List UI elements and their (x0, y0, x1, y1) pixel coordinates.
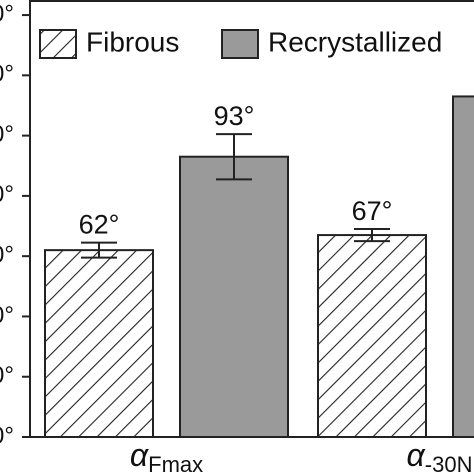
error-bar (216, 133, 252, 181)
error-bar (81, 241, 117, 259)
legend-swatch (39, 29, 77, 59)
y-tick-label: 100° (0, 121, 14, 148)
y-tick-label: 20° (0, 362, 14, 389)
y-tick-label: 40° (0, 302, 14, 329)
value-label: 93° (214, 101, 255, 131)
legend-label: Fibrous (86, 26, 179, 57)
bar (44, 249, 154, 438)
y-tick-label: 140° (0, 0, 14, 27)
x-tick-label: αFmax (130, 437, 203, 474)
legend-swatch (221, 29, 259, 59)
value-label: 62° (79, 210, 120, 240)
x-tick-label: α-30N (407, 437, 473, 474)
error-bar (354, 228, 390, 243)
value-label: 67° (352, 196, 393, 226)
bar (452, 95, 474, 438)
y-tick-label: 60° (0, 242, 14, 269)
bar (179, 155, 289, 438)
y-tick-label: 80° (0, 181, 14, 208)
bar (317, 234, 427, 438)
y-tick-label: 0° (0, 422, 14, 449)
y-tick-label: 120° (0, 61, 14, 88)
legend-label: Recrystallized (268, 26, 442, 57)
